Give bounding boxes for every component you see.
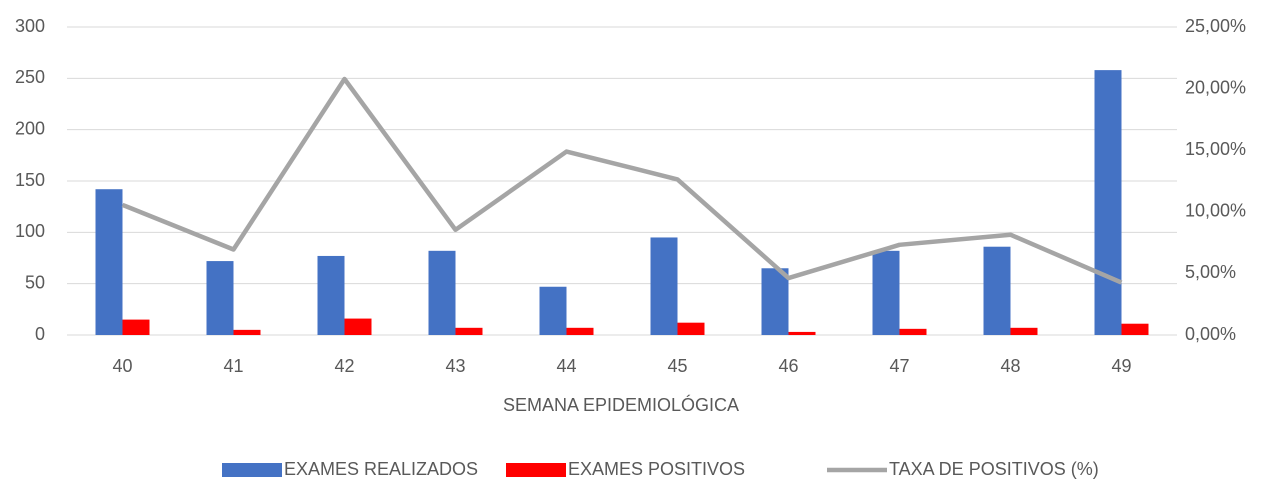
y2-tick-label: 20,00%: [1185, 77, 1246, 97]
bar: [650, 237, 678, 335]
bar: [317, 255, 345, 335]
bar: [206, 261, 234, 335]
x-tick-label: 40: [112, 356, 132, 376]
bar: [1121, 323, 1149, 335]
x-tick-label: 41: [223, 356, 243, 376]
line-series: [121, 76, 1123, 285]
y-tick-label: 0: [35, 324, 45, 344]
bar: [983, 246, 1011, 335]
bar: [1010, 327, 1038, 335]
bar: [233, 329, 261, 335]
x-tick-label: 47: [889, 356, 909, 376]
x-tick-label: 49: [1111, 356, 1131, 376]
bar: [344, 318, 372, 335]
x-tick-label: 43: [445, 356, 465, 376]
bar: [788, 331, 816, 335]
x-tick-label: 48: [1000, 356, 1020, 376]
x-tick-label: 46: [778, 356, 798, 376]
y-tick-label: 300: [15, 16, 45, 36]
bar: [455, 327, 483, 335]
y2-tick-label: 5,00%: [1185, 262, 1236, 282]
y-tick-label: 50: [25, 272, 45, 292]
bar: [872, 250, 900, 335]
y-tick-label: 250: [15, 67, 45, 87]
y2-tick-label: 15,00%: [1185, 139, 1246, 159]
bar: [122, 319, 150, 335]
legend-swatch: [506, 463, 566, 477]
y2-tick-label: 25,00%: [1185, 16, 1246, 36]
bar: [899, 328, 927, 335]
bar: [1094, 70, 1122, 336]
bar: [566, 327, 594, 335]
bar: [539, 286, 567, 335]
bar: [95, 189, 123, 335]
bar: [677, 322, 705, 335]
x-tick-label: 44: [556, 356, 576, 376]
y-tick-label: 150: [15, 170, 45, 190]
x-axis-title: SEMANA EPIDEMIOLÓGICA: [503, 394, 739, 415]
y2-tick-label: 0,00%: [1185, 324, 1236, 344]
y-tick-label: 200: [15, 118, 45, 138]
y2-tick-label: 10,00%: [1185, 201, 1246, 221]
bar: [428, 250, 456, 335]
y-tick-label: 100: [15, 221, 45, 241]
x-tick-label: 42: [334, 356, 354, 376]
legend-label: TAXA DE POSITIVOS (%): [889, 459, 1099, 479]
legend-swatch: [222, 463, 282, 477]
legend-label: EXAMES REALIZADOS: [284, 459, 478, 479]
x-tick-label: 45: [667, 356, 687, 376]
legend-label: EXAMES POSITIVOS: [568, 459, 745, 479]
bar: [761, 268, 789, 335]
